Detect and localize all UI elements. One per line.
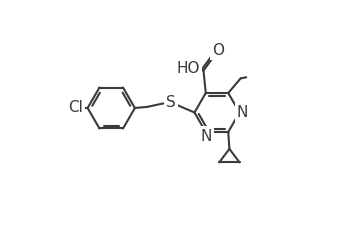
Text: N: N <box>200 128 211 144</box>
Text: N: N <box>237 105 248 120</box>
Text: S: S <box>166 95 176 110</box>
Text: S: S <box>166 95 176 110</box>
Text: HO: HO <box>176 61 199 76</box>
Text: Cl: Cl <box>68 101 83 115</box>
Text: O: O <box>212 43 224 58</box>
